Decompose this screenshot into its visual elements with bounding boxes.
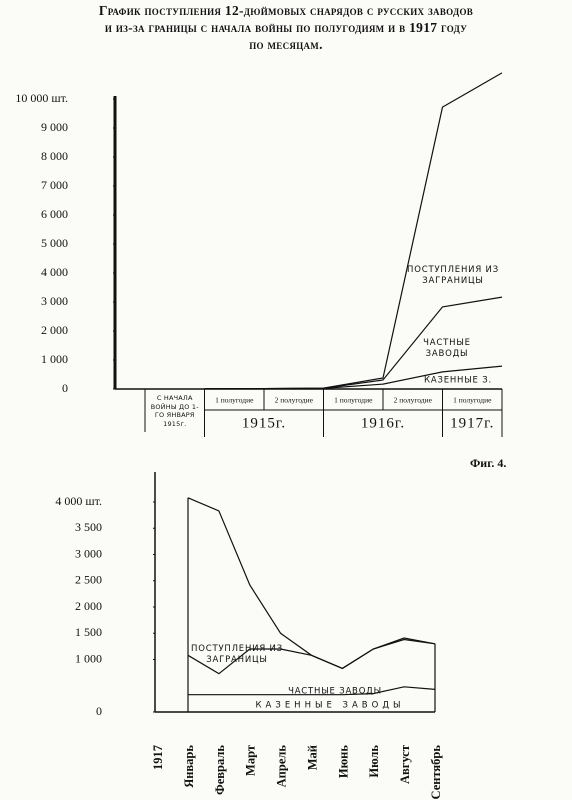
y-tick-label: 0 [62, 381, 68, 395]
series-label: ПОСТУПЛЕНИЯ ИЗ ЗАГРАНИЦЫ [407, 265, 499, 286]
category-label: 2 полугодие [394, 396, 433, 405]
y-tick-label: 2 000 [41, 323, 68, 337]
x-tick-label: Апрель [275, 745, 289, 788]
year-label: 1916г. [361, 415, 405, 431]
y-tick-label: 4 000 [41, 265, 68, 279]
y-tick-label: 4 000 шт. [55, 494, 102, 508]
y-tick-label: 7 000 [41, 178, 68, 192]
y-tick-label: 3 000 [41, 294, 68, 308]
year-label: 1917 [151, 745, 165, 770]
figure-label: Фиг. 4. [470, 456, 507, 470]
series-label: ЧАСТНЫЕ ЗАВОДЫ [423, 338, 471, 359]
y-tick-label: 9 000 [41, 120, 68, 134]
series-label: ЧАСТНЫЕ ЗАВОДЫ [288, 686, 382, 697]
x-tick-label: Февраль [213, 745, 227, 795]
page-title: График поступления 12-дюймовых снарядов … [98, 3, 474, 52]
year-label: 1917г. [450, 415, 494, 431]
x-tick-label: Март [244, 745, 258, 776]
category-label: С НАЧАЛА ВОЙНЫ ДО 1-ГО ЯНВАРЯ 1915г. [150, 394, 199, 428]
x-tick-label: Май [305, 745, 319, 770]
category-label: 2 полугодие [275, 396, 314, 405]
x-tick-label: Сентябрь [429, 745, 443, 800]
y-tick-label: 0 [96, 704, 102, 718]
y-tick-label: 2 500 [75, 573, 102, 587]
series-line [187, 497, 436, 670]
series-label: КАЗЕННЫЕ ЗАВОДЫ [255, 700, 405, 711]
y-tick-label: 2 000 [75, 599, 102, 613]
x-tick-label: Июль [367, 745, 381, 778]
series-line [204, 72, 503, 390]
y-tick-label: 3 500 [75, 520, 102, 534]
y-tick-label: 3 000 [75, 546, 102, 560]
x-tick-label: Июнь [336, 745, 350, 778]
category-label: 1 полугодие [215, 396, 254, 405]
y-tick-label: 1 500 [75, 625, 102, 639]
series-label: ПОСТУПЛЕНИЯ ИЗ ЗАГРАНИЦЫ [191, 644, 283, 665]
y-tick-label: 6 000 [41, 207, 68, 221]
series-line [188, 686, 436, 696]
category-label: 1 полугодие [334, 396, 373, 405]
y-tick-label: 1 000 [41, 352, 68, 366]
year-label: 1915г. [242, 415, 286, 431]
y-tick-label: 1 000 [75, 651, 102, 665]
x-tick-label: Август [398, 745, 412, 784]
y-tick-label: 8 000 [41, 149, 68, 163]
y-tick-label: 10 000 шт. [15, 91, 68, 105]
series-label: КАЗЕННЫЕ З. [424, 375, 492, 386]
y-tick-label: 5 000 [41, 236, 68, 250]
x-tick-label: Январь [182, 745, 196, 788]
category-label: 1 полугодие [453, 396, 492, 405]
